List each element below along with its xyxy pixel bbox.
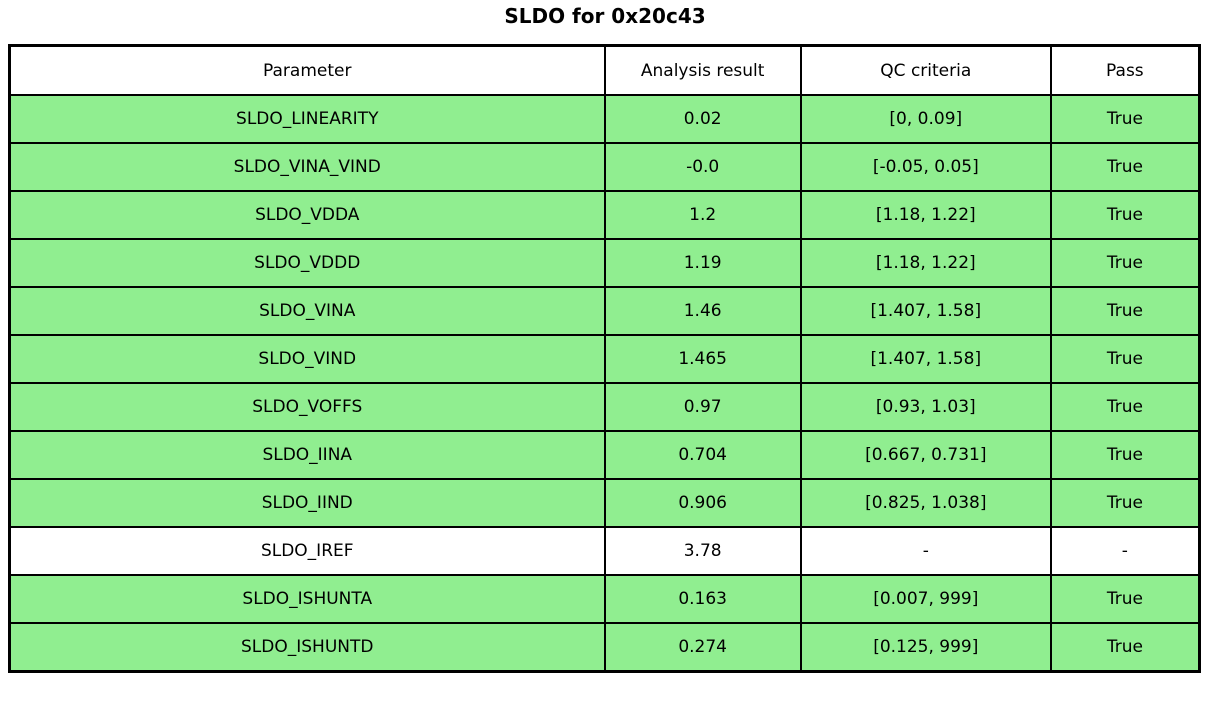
cell-criteria: [0.93, 1.03]	[799, 382, 1052, 432]
table-row: SLDO_VIND 1.465 [1.407, 1.58] True	[8, 334, 1201, 384]
header-row: Parameter Analysis result QC criteria Pa…	[8, 44, 1201, 96]
column-header-parameter: Parameter	[8, 44, 606, 96]
cell-parameter: SLDO_IIND	[8, 478, 606, 528]
cell-parameter: SLDO_VOFFS	[8, 382, 606, 432]
cell-pass: True	[1049, 622, 1201, 673]
cell-parameter: SLDO_VINA	[8, 286, 606, 336]
cell-pass: True	[1049, 286, 1201, 336]
cell-pass: True	[1049, 190, 1201, 240]
table-row: SLDO_IIND 0.906 [0.825, 1.038] True	[8, 478, 1201, 528]
page-title: SLDO for 0x20c43	[504, 4, 706, 28]
column-header-pass: Pass	[1049, 44, 1201, 96]
table-row: SLDO_LINEARITY 0.02 [0, 0.09] True	[8, 94, 1201, 144]
table-row: SLDO_ISHUNTD 0.274 [0.125, 999] True	[8, 622, 1201, 673]
cell-parameter: SLDO_IREF	[8, 526, 606, 576]
cell-pass: True	[1049, 238, 1201, 288]
cell-pass: True	[1049, 94, 1201, 144]
cell-result: 0.163	[603, 574, 802, 624]
column-header-analysis-result: Analysis result	[603, 44, 802, 96]
cell-criteria: -	[799, 526, 1052, 576]
cell-parameter: SLDO_ISHUNTD	[8, 622, 606, 673]
cell-result: 0.02	[603, 94, 802, 144]
cell-pass: True	[1049, 142, 1201, 192]
cell-criteria: [1.407, 1.58]	[799, 334, 1052, 384]
table-row: SLDO_IREF 3.78- -	[8, 526, 1201, 576]
cell-parameter: SLDO_IINA	[8, 430, 606, 480]
cell-parameter: SLDO_ISHUNTA	[8, 574, 606, 624]
cell-pass: True	[1049, 574, 1201, 624]
cell-result: 1.2	[603, 190, 802, 240]
table-row: SLDO_VINA_VIND -0.0 [-0.05, 0.05] True	[8, 142, 1201, 192]
cell-criteria: [0.125, 999]	[799, 622, 1052, 673]
cell-result: 0.906	[603, 478, 802, 528]
table-row: SLDO_VDDD 1.19 [1.18, 1.22] True	[8, 238, 1201, 288]
cell-pass: -	[1049, 526, 1201, 576]
table-row: SLDO_VINA 1.46 [1.407, 1.58] True	[8, 286, 1201, 336]
cell-criteria: [1.407, 1.58]	[799, 286, 1052, 336]
cell-parameter: SLDO_VIND	[8, 334, 606, 384]
cell-parameter: SLDO_LINEARITY	[8, 94, 606, 144]
cell-parameter: SLDO_VINA_VIND	[8, 142, 606, 192]
cell-result: 0.274	[603, 622, 802, 673]
cell-criteria: [0.007, 999]	[799, 574, 1052, 624]
cell-result: 0.97	[603, 382, 802, 432]
table-row: SLDO_VDDA 1.2 [1.18, 1.22] True	[8, 190, 1201, 240]
cell-result: 1.465	[603, 334, 802, 384]
cell-parameter: SLDO_VDDD	[8, 238, 606, 288]
qc-results-table: Parameter Analysis result QC criteria Pa…	[8, 44, 1201, 673]
cell-pass: True	[1049, 334, 1201, 384]
cell-parameter: SLDO_VDDA	[8, 190, 606, 240]
table-row: SLDO_VOFFS 0.97 [0.93, 1.03] True	[8, 382, 1201, 432]
cell-pass: True	[1049, 382, 1201, 432]
cell-criteria: [-0.05, 0.05]	[799, 142, 1052, 192]
cell-result: 1.46	[603, 286, 802, 336]
column-header-qc-criteria: QC criteria	[799, 44, 1052, 96]
cell-pass: True	[1049, 478, 1201, 528]
table-row: SLDO_ISHUNTA 0.163 [0.007, 999] True	[8, 574, 1201, 624]
cell-criteria: [0.667, 0.731]	[799, 430, 1052, 480]
cell-result: 0.704	[603, 430, 802, 480]
cell-result: 1.19	[603, 238, 802, 288]
cell-criteria: [0, 0.09]	[799, 94, 1052, 144]
cell-criteria: [1.18, 1.22]	[799, 238, 1052, 288]
cell-criteria: [1.18, 1.22]	[799, 190, 1052, 240]
cell-criteria: [0.825, 1.038]	[799, 478, 1052, 528]
cell-result: 3.78	[603, 526, 802, 576]
table-row: SLDO_IINA 0.704 [0.667, 0.731] True	[8, 430, 1201, 480]
cell-result: -0.0	[603, 142, 802, 192]
cell-pass: True	[1049, 430, 1201, 480]
